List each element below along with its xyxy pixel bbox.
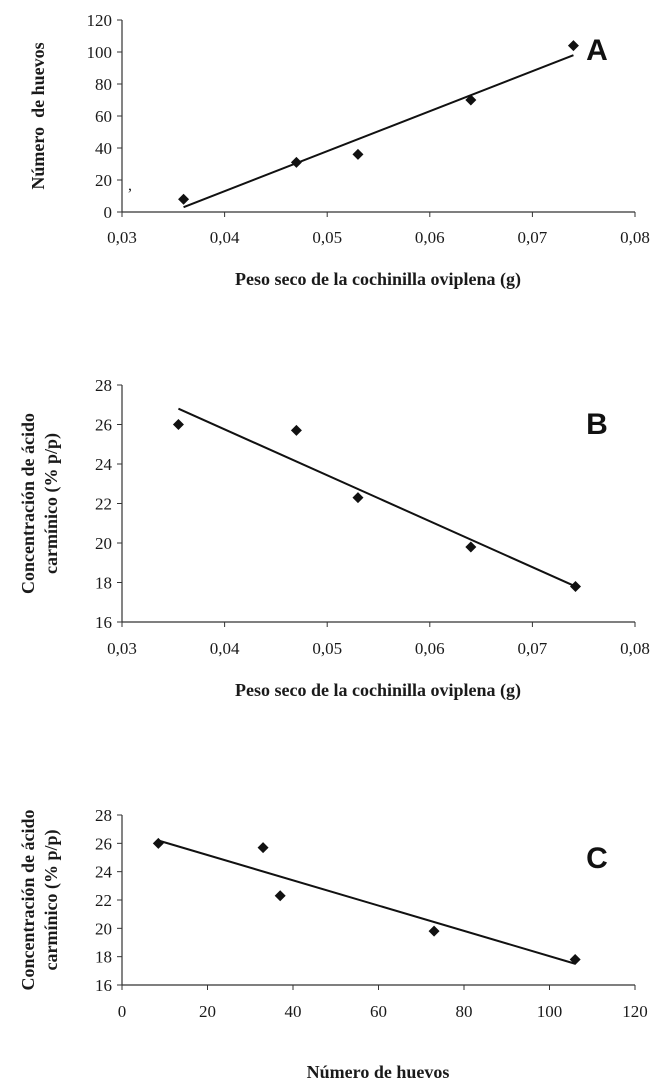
x-tick-label: 0,07	[518, 228, 548, 247]
x-tick-label: 40	[285, 1002, 302, 1021]
x-axis-title: Peso seco de la cochinilla oviplena (g)	[235, 680, 521, 701]
data-point	[569, 580, 581, 592]
y-axis-title: carmínico (% p/p)	[41, 433, 62, 574]
y-axis-title: Concentración de ácido	[18, 413, 38, 594]
chart-panel-b: 16 18 20 22 24 26 28 0,03 0,04 0,05 0,06 0,07 0,08 Pe…	[18, 376, 650, 701]
x-tick-label: 0,03	[107, 228, 137, 247]
y-tick-label: 24	[95, 455, 113, 474]
y-tick-label: 20	[95, 171, 112, 190]
data-point	[352, 492, 364, 504]
y-axis-title: Número de huevos	[28, 42, 48, 189]
y-tick-label: 0	[104, 203, 113, 222]
x-tick-label: 0,08	[620, 228, 650, 247]
y-tick-label: 40	[95, 139, 112, 158]
y-tick-label: 18	[95, 574, 112, 593]
data-point	[465, 94, 477, 106]
y-tick-label: 28	[95, 806, 112, 825]
x-axis-title: Número de huevos	[307, 1062, 450, 1082]
y-tick-label: 20	[95, 919, 112, 938]
y-tick-label: 100	[87, 43, 113, 62]
trend-line	[178, 407, 576, 588]
y-tick-label: 22	[95, 891, 112, 910]
chart-panel-c: 16 18 20 22 24 26 28 0 20 40 60 80 100 120 Número de h…	[18, 806, 648, 1082]
data-point	[428, 925, 440, 937]
stray-mark: ,	[128, 177, 132, 194]
x-tick-label: 0,08	[620, 639, 650, 658]
x-tick-label: 0,06	[415, 228, 445, 247]
x-tick-label: 0,06	[415, 639, 445, 658]
trend-line	[158, 839, 576, 965]
y-tick-label: 16	[95, 976, 112, 995]
panel-label: B	[586, 408, 608, 441]
data-point	[465, 541, 477, 553]
y-tick-label: 24	[95, 863, 113, 882]
data-point	[172, 419, 184, 430]
data-point	[274, 890, 286, 902]
x-tick-label: 0,04	[210, 639, 240, 658]
y-tick-label: 60	[95, 107, 112, 126]
x-tick-label: 0,07	[518, 639, 548, 658]
x-tick-label: 0,05	[312, 228, 342, 247]
y-tick-label: 20	[95, 534, 112, 553]
chart-panel-a: 0 20 40 60 80 100 120 0,03 0,04 0,05 0,06 0,07 0,08 P…	[28, 11, 650, 290]
x-tick-label: 20	[199, 1002, 216, 1021]
data-point	[178, 193, 190, 205]
data-point	[290, 424, 302, 436]
y-axis-title: Concentración de ácido	[18, 810, 38, 991]
y-tick-label: 26	[95, 416, 112, 435]
y-tick-label: 28	[95, 376, 112, 395]
panel-label: A	[586, 34, 608, 67]
data-point	[352, 148, 364, 160]
x-tick-label: 0,04	[210, 228, 240, 247]
y-tick-label: 16	[95, 613, 112, 632]
data-point	[569, 954, 581, 965]
y-tick-label: 120	[87, 11, 113, 30]
x-tick-label: 60	[370, 1002, 387, 1021]
y-tick-label: 18	[95, 948, 112, 967]
y-tick-label: 80	[95, 75, 112, 94]
x-tick-label: 80	[456, 1002, 473, 1021]
data-point	[152, 837, 164, 849]
x-tick-label: 0,03	[107, 639, 137, 658]
x-tick-label: 0,05	[312, 639, 342, 658]
data-point	[257, 842, 269, 854]
panel-label: C	[586, 842, 608, 875]
x-tick-label: 120	[622, 1002, 648, 1021]
x-tick-label: 100	[537, 1002, 563, 1021]
y-axis-title: carmínico (% p/p)	[41, 830, 62, 971]
y-tick-label: 22	[95, 495, 112, 514]
x-tick-label: 0	[118, 1002, 127, 1021]
data-point	[290, 156, 302, 168]
x-axis-title: Peso seco de la cochinilla oviplena (g)	[235, 269, 521, 290]
data-point	[567, 40, 579, 52]
y-tick-label: 26	[95, 834, 112, 853]
trend-line	[183, 54, 574, 209]
